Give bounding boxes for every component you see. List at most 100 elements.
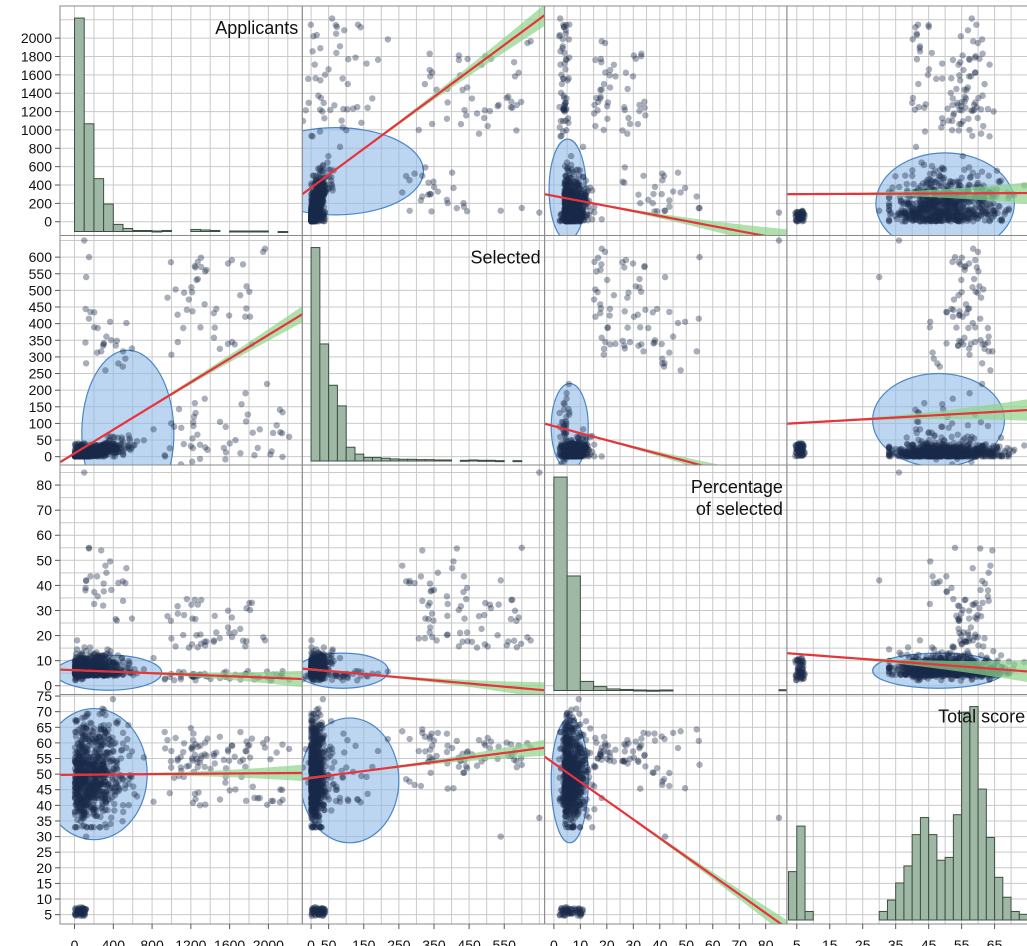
scatter-point — [93, 450, 100, 457]
scatter-point — [949, 200, 957, 208]
scatter-point — [953, 214, 961, 222]
scatter-point — [203, 266, 210, 274]
scatter-point — [572, 183, 579, 191]
scatter-point — [960, 203, 967, 210]
scatter-point — [107, 433, 114, 440]
scatter-point — [569, 202, 576, 210]
scatter-point — [309, 210, 317, 217]
scatter-point — [936, 172, 943, 179]
scatter-point — [959, 210, 966, 217]
scatter-point — [563, 208, 570, 215]
scatter-point — [313, 209, 321, 217]
scatter-point — [88, 450, 95, 457]
scatter-point — [561, 211, 568, 218]
scatter-point — [105, 447, 112, 455]
scatter-point — [94, 447, 102, 454]
scatter-point — [583, 443, 590, 451]
scatter-point — [956, 178, 963, 185]
scatter-point — [566, 211, 573, 219]
scatter-point — [563, 208, 570, 215]
scatter-point — [558, 216, 566, 224]
scatter-point — [565, 452, 572, 459]
scatter-point — [570, 209, 577, 216]
scatter-point — [308, 214, 316, 221]
scatter-point — [102, 441, 109, 448]
scatter-point — [921, 216, 929, 223]
scatter-point — [562, 198, 569, 206]
scatter-point — [956, 198, 964, 206]
scatter-point — [309, 209, 317, 216]
scatter-point — [565, 452, 573, 459]
scatter-point — [81, 237, 88, 244]
scatter-point — [91, 445, 98, 453]
scatter-point — [907, 203, 914, 210]
scatter-point — [638, 50, 645, 57]
scatter-point — [560, 213, 567, 220]
scatter-point — [105, 439, 112, 446]
scatter-point — [316, 189, 323, 197]
scatter-point — [571, 451, 578, 459]
scatter-point — [569, 186, 576, 194]
scatter-point — [313, 199, 320, 206]
scatter-point — [237, 292, 244, 299]
scatter-point — [921, 200, 928, 208]
scatter-point — [582, 192, 589, 200]
scatter-point — [559, 215, 566, 222]
scatter-point — [930, 199, 937, 206]
scatter-point — [308, 206, 315, 213]
scatter-point — [968, 206, 975, 213]
scatter-point — [81, 452, 88, 459]
scatter-point — [693, 348, 700, 355]
scatter-point — [563, 450, 570, 457]
scatter-point — [315, 209, 323, 217]
scatter-point — [428, 120, 436, 128]
scatter-point — [581, 441, 589, 449]
scatter-point — [309, 214, 317, 222]
scatter-point — [569, 442, 576, 450]
scatter-point — [564, 212, 571, 220]
scatter-point — [562, 56, 570, 63]
scatter-point — [560, 406, 568, 413]
scatter-point — [573, 448, 580, 456]
scatter-point — [73, 453, 81, 460]
scatter-point — [566, 449, 574, 457]
scatter-point — [310, 212, 317, 220]
scatter-point — [314, 194, 321, 201]
scatter-point — [794, 212, 801, 219]
histogram-bar — [380, 457, 391, 462]
scatter-point — [78, 453, 85, 460]
scatter-point — [320, 213, 328, 220]
scatter-point — [562, 449, 570, 457]
scatter-point — [561, 178, 569, 185]
scatter-point — [308, 216, 315, 223]
scatter-point — [309, 216, 317, 224]
scatter-point — [568, 445, 575, 452]
scatter-point — [310, 207, 317, 215]
scatter-point — [317, 190, 324, 197]
scatter-point — [573, 447, 580, 454]
scatter-point — [309, 204, 317, 211]
scatter-point — [231, 341, 238, 348]
scatter-point — [524, 39, 531, 47]
histogram-bar — [229, 230, 240, 233]
scatter-point — [946, 202, 954, 209]
scatter-point — [571, 450, 578, 458]
scatter-point — [801, 211, 808, 218]
scatter-point — [579, 447, 586, 454]
scatter-point — [898, 199, 905, 206]
scatter-point — [201, 395, 208, 402]
scatter-point — [560, 106, 567, 113]
scatter-point — [105, 443, 113, 450]
scatter-point — [798, 211, 805, 218]
scatter-point — [563, 208, 570, 216]
scatter-point — [580, 217, 587, 224]
scatter-point — [566, 451, 574, 458]
scatter-point — [312, 193, 319, 201]
scatter-point — [82, 449, 89, 456]
scatter-point — [920, 209, 928, 216]
scatter-point — [577, 201, 584, 208]
scatter-point — [940, 200, 947, 207]
scatter-point — [921, 128, 929, 135]
scatter-point — [970, 211, 978, 219]
